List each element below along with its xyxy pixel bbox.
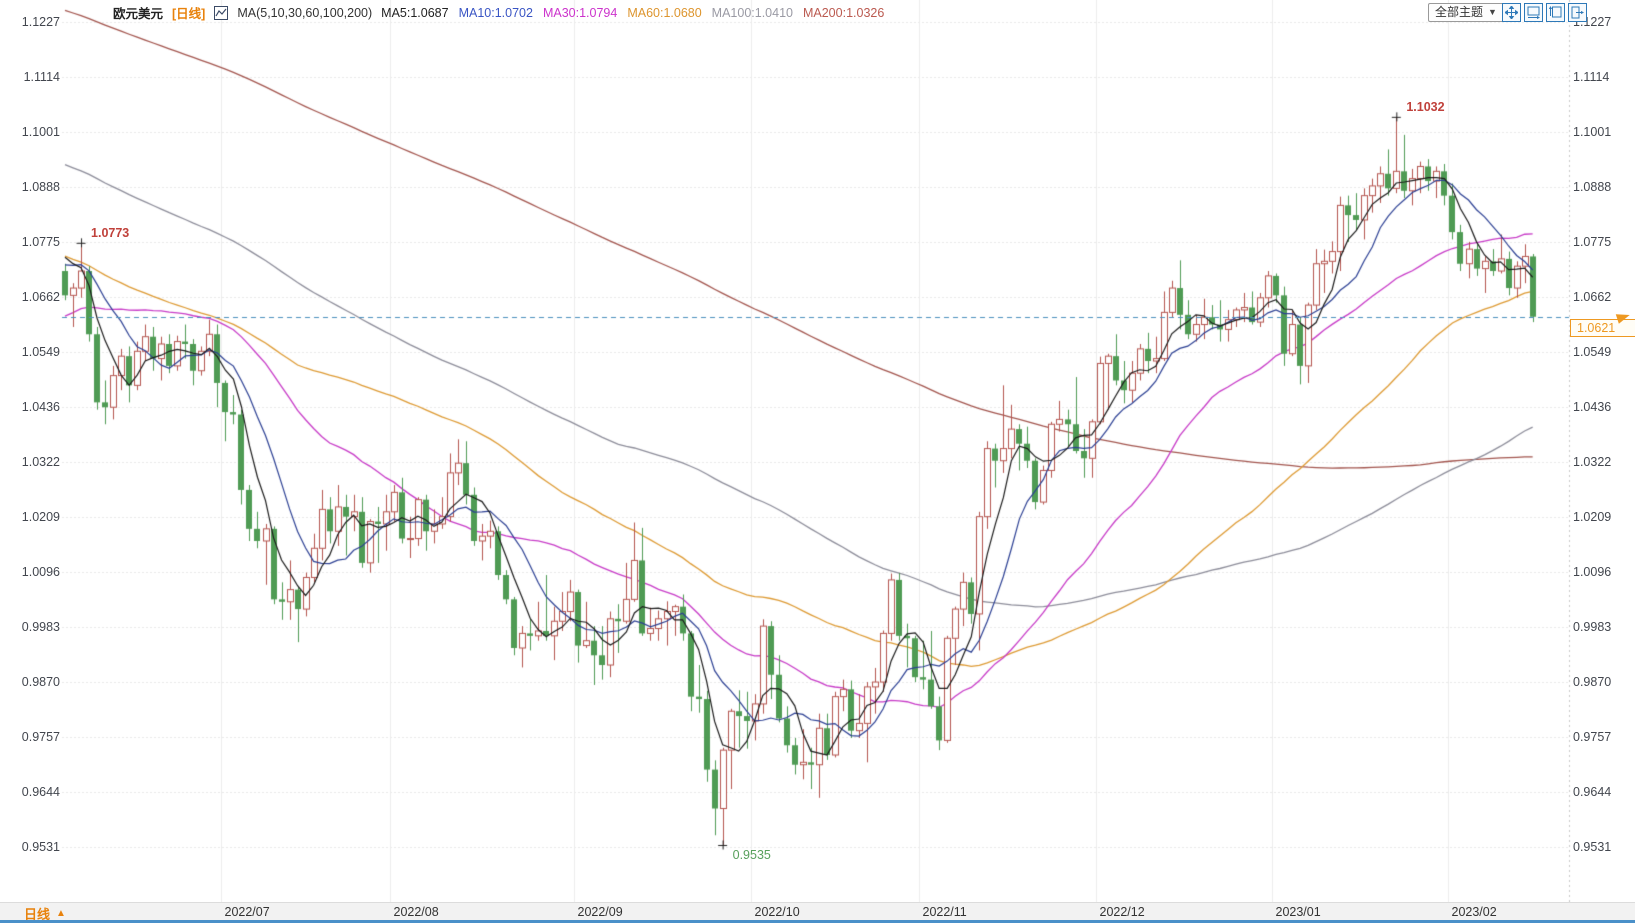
y-axis-label: 0.9531: [1573, 840, 1612, 854]
current-price-tag: 1.0621: [1570, 318, 1635, 337]
x-axis-label: 2022/10: [754, 905, 800, 919]
y-axis-label: 1.0096: [1573, 565, 1612, 579]
y-axis-label: 1.1114: [23, 70, 60, 84]
theme-selector-label: 全部主题: [1435, 5, 1484, 19]
pan-crosshair-icon[interactable]: [1502, 3, 1521, 22]
current-price-value: 1.0621: [1577, 320, 1616, 335]
x-axis-label: 2022/09: [577, 905, 623, 919]
y-axis-label: 0.9644: [1573, 785, 1612, 799]
y-axis-label: 1.0322: [21, 455, 60, 469]
ma-legend-item: MA60:1.0680: [627, 5, 702, 20]
y-axis-label: 0.9870: [21, 675, 60, 689]
y-axis-label: 1.0436: [21, 400, 60, 414]
zoom-x-axis-icon[interactable]: [1524, 3, 1543, 22]
theme-selector-button[interactable]: 全部主题 ▼: [1428, 3, 1504, 22]
symbol-name: 欧元美元: [113, 7, 164, 21]
price-annotation: 1.0773: [91, 225, 130, 240]
y-axis-label: 1.0322: [1573, 455, 1612, 469]
ma-legend-item: MA30:1.0794: [542, 5, 618, 20]
y-axis-label: 1.1114: [1573, 70, 1610, 84]
y-axis-label: 0.9983: [1573, 620, 1612, 634]
ma-legend: MA5:1.0687 MA10:1.0702 MA30:1.0794 MA60:1.0…: [381, 6, 884, 20]
chevron-down-icon: ▼: [1488, 7, 1497, 17]
line-chart-icon: [214, 5, 229, 20]
y-axis-label: 1.0096: [21, 565, 60, 579]
y-axis-label: 1.0888: [21, 180, 60, 194]
y-axis-label: 1.0662: [21, 290, 60, 304]
y-axis-label: 0.9983: [21, 620, 60, 634]
y-axis-label: 1.0662: [1573, 290, 1612, 304]
x-axis-label: 2022/11: [922, 905, 967, 919]
y-axis-label: 1.1001: [1573, 125, 1612, 139]
y-axis-label: 1.0888: [1573, 180, 1612, 194]
triangle-up-icon: ▲: [56, 908, 66, 919]
period-footer-tag[interactable]: 日线 ▲: [24, 904, 66, 923]
x-axis-label: 2022/12: [1099, 905, 1145, 919]
x-axis-label: 2022/08: [393, 905, 439, 919]
x-axis-label: 2023/01: [1275, 905, 1321, 919]
x-axis-label: 2023/02: [1451, 905, 1497, 919]
price-annotation: 1.1032: [1406, 99, 1445, 114]
y-axis-label: 0.9757: [21, 730, 60, 744]
bottom-scrollbar[interactable]: [0, 920, 1635, 923]
ma-legend-item: MA5:1.0687: [381, 5, 449, 20]
y-axis-label: 1.0775: [1573, 235, 1612, 249]
price-annotation: 0.9535: [732, 847, 771, 862]
y-axis-label: 0.9644: [21, 785, 60, 799]
y-axis-label: 0.9531: [21, 840, 60, 854]
ma-group-label: MA(5,10,30,60,100,200): [237, 5, 373, 20]
x-axis-label: 2022/07: [224, 905, 270, 919]
y-axis-label: 1.0436: [1573, 400, 1612, 414]
x-axis: 日线 ▲ 2022/07 2022/08 2022/09 2022/10 2022/11…: [0, 902, 1635, 922]
y-axis-label: 1.1227: [21, 15, 60, 29]
y-axis-label: 1.0209: [1573, 510, 1612, 524]
zoom-y-axis-icon[interactable]: [1546, 3, 1565, 22]
ma-legend-item: MA200:1.0326: [802, 5, 885, 20]
y-axis-label: 1.0775: [21, 235, 60, 249]
ma-legend-item: MA10:1.0702: [458, 5, 533, 20]
y-axis-label: 1.1001: [21, 125, 60, 139]
y-axis-label: 1.0549: [1573, 345, 1612, 359]
y-axis-label: 0.9870: [1573, 675, 1612, 689]
chart-header: 欧元美元 [日线] MA(5,10,30,60,100,200) MA5:1.0…: [113, 3, 884, 22]
pan-right-icon[interactable]: [1568, 3, 1587, 22]
chart-toolbar: [1502, 3, 1587, 22]
period-footer-label: 日线: [24, 907, 51, 922]
period-tag: [日线]: [172, 7, 206, 21]
y-axis-label: 0.9757: [1573, 730, 1612, 744]
y-axis-label: 1.0209: [21, 510, 60, 524]
y-axis-label: 1.0549: [21, 345, 60, 359]
ma-legend-item: MA100:1.0410: [711, 5, 793, 20]
